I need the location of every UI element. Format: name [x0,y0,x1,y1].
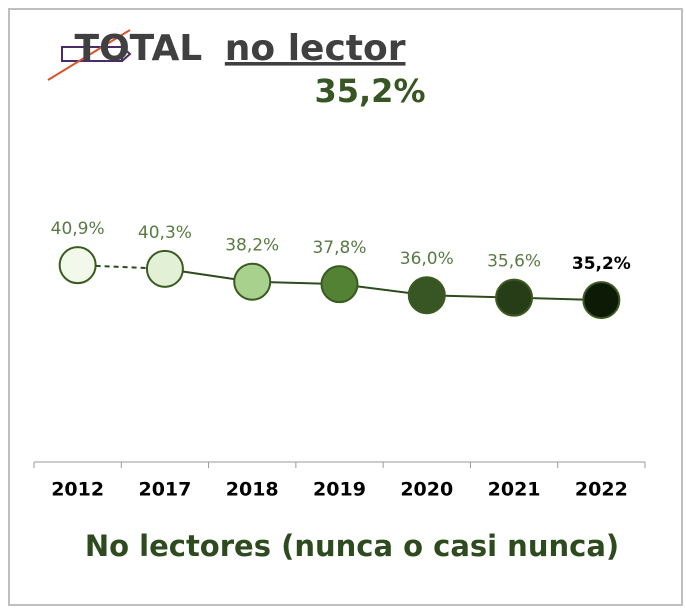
x-tick-label: 2020 [400,479,453,501]
title-underlined: no lector [225,28,406,69]
x-tick-label: 2022 [575,479,628,501]
value-label: 37,8% [312,238,366,258]
x-axis-label: No lectores (nunca o casi nunca) [85,529,619,563]
chart-subtitle: 35,2% [314,72,425,110]
x-tick-label: 2019 [313,479,366,501]
marker [582,281,621,320]
title-main: TOTAL [75,28,203,69]
marker [407,276,446,315]
value-label: 35,6% [487,252,541,272]
x-tick-label: 2012 [51,479,104,501]
marker [320,265,359,304]
pencil-icon [47,29,132,81]
x-tick-label: 2017 [138,479,191,501]
x-tick-label: 2021 [488,479,541,501]
marker [58,246,97,285]
chart-title: TOTAL no lector [75,28,406,69]
frame [8,8,683,606]
x-tick-label: 2018 [226,479,279,501]
value-label: 40,3% [138,223,192,243]
value-label: 36,0% [400,249,454,269]
marker [495,278,534,317]
marker [233,262,272,301]
value-label: 40,9% [51,219,105,239]
value-label: 35,2% [572,254,631,274]
marker [145,249,184,288]
value-label: 38,2% [225,236,279,256]
